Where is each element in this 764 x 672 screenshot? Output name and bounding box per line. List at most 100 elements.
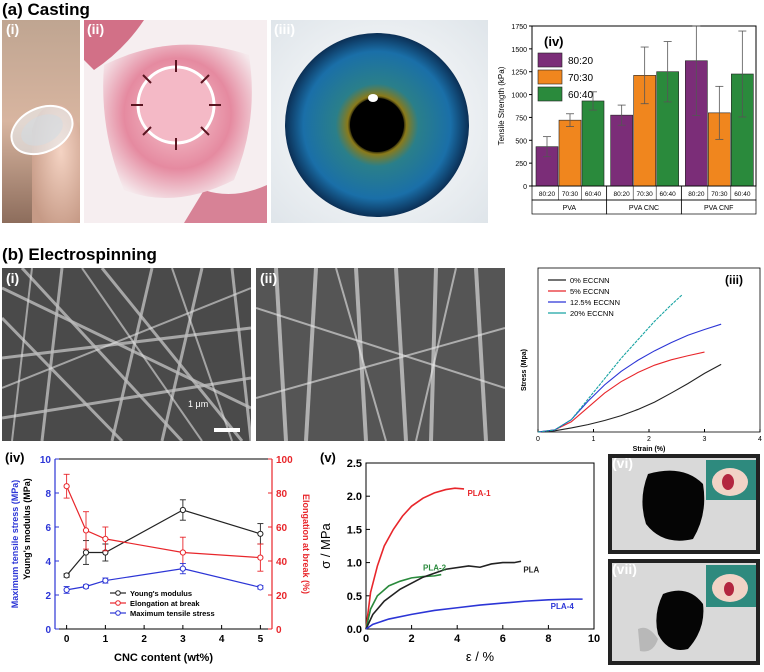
y-right-tick-label: 80 bbox=[276, 489, 288, 500]
panel-label-a-ii: (ii) bbox=[87, 21, 105, 37]
chart-b-v: 0 2 4 6 8 10 0.0 0.5 1.0 1.5 2.0 2.5 ε / % σ / MPa PLA… bbox=[318, 445, 604, 672]
x-tick-label: 1 bbox=[592, 436, 596, 443]
sub-category-label: 80:20 bbox=[688, 191, 705, 198]
photo-sem-fibers-1 bbox=[2, 268, 251, 441]
y-left-tick-label: 2 bbox=[45, 591, 51, 602]
data-point bbox=[63, 572, 70, 579]
panel-label-b-vii: (vii) bbox=[612, 561, 637, 577]
x-tick-label: 0 bbox=[64, 634, 70, 645]
data-point bbox=[257, 584, 264, 591]
legend-label: 60:40 bbox=[568, 90, 593, 101]
sub-category-label: 60:40 bbox=[585, 191, 602, 198]
legend-label: 12.5% ECCNN bbox=[570, 298, 620, 307]
y-tick-label: 2.0 bbox=[347, 491, 362, 503]
group-label: PVA CNC bbox=[629, 205, 659, 212]
data-point bbox=[63, 483, 70, 490]
legend-label: 20% ECCNN bbox=[570, 309, 614, 318]
panel-label-a-iv: (iv) bbox=[544, 34, 564, 49]
panel-label-b-iii: (iii) bbox=[725, 273, 743, 287]
series-line bbox=[365, 560, 522, 630]
y-left-tick-label: 8 bbox=[45, 489, 51, 500]
series-line bbox=[365, 487, 465, 630]
data-point bbox=[179, 506, 186, 514]
y-right-tick-label: 0 bbox=[276, 625, 282, 636]
scale-bar-label: 1 μm bbox=[188, 399, 209, 409]
chart-a-iv: 0 250 500 750 1000 1250 1500 1750 Tensile Streng… bbox=[494, 18, 760, 245]
photo-iris bbox=[271, 20, 488, 223]
data-point bbox=[102, 577, 109, 584]
x-tick-label: 10 bbox=[588, 633, 600, 645]
legend-marker bbox=[115, 600, 121, 606]
data-point bbox=[257, 554, 264, 561]
series-line bbox=[66, 509, 261, 576]
x-axis-label: CNC content (wt%) bbox=[114, 652, 213, 664]
y-left-label-2: Young's modulus (MPa) bbox=[22, 478, 32, 579]
x-tick-label: 4 bbox=[758, 436, 762, 443]
sub-category-label: 60:40 bbox=[660, 191, 677, 198]
series-line bbox=[365, 598, 583, 630]
panel-label-b-ii: (ii) bbox=[260, 270, 278, 286]
x-tick-label: 2 bbox=[647, 436, 651, 443]
section-a-title: (a) Casting bbox=[2, 0, 90, 19]
legend-swatch bbox=[537, 86, 563, 102]
y-tick-label: 250 bbox=[515, 161, 527, 168]
panel-label-b-iv: (iv) bbox=[5, 450, 25, 465]
chart-b-iii: 0 1 2 3 4 Strain (%) Stress (Mpa) 0% ECCNN 5% EC… bbox=[510, 262, 764, 459]
section-b-title: (b) Electrospinning bbox=[2, 245, 157, 264]
y-tick-label: 500 bbox=[515, 138, 527, 145]
y-right-tick-label: 20 bbox=[276, 591, 288, 602]
legend-marker bbox=[115, 610, 121, 616]
x-tick-label: 1 bbox=[103, 634, 109, 645]
legend-label: 80:20 bbox=[568, 56, 593, 67]
panel-label-a-iii: (iii) bbox=[274, 21, 295, 37]
y-right-tick-label: 40 bbox=[276, 557, 288, 568]
series-label: PLA-1 bbox=[467, 489, 491, 498]
sub-category-label: 80:20 bbox=[614, 191, 631, 198]
y-tick-label: 1750 bbox=[511, 24, 527, 31]
panel-label-b-i: (i) bbox=[6, 270, 20, 286]
photo-sem-fibers-2 bbox=[256, 268, 505, 441]
series-line bbox=[537, 294, 683, 433]
series-line bbox=[537, 351, 705, 433]
series-line bbox=[66, 485, 261, 559]
y-tick-label: 1.5 bbox=[347, 524, 362, 536]
y-left-tick-label: 4 bbox=[45, 557, 51, 568]
legend-swatch bbox=[537, 69, 563, 85]
legend-label: 0% ECCNN bbox=[570, 276, 610, 285]
legend-label: 70:30 bbox=[568, 73, 593, 84]
x-tick-label: 4 bbox=[219, 634, 225, 645]
data-point bbox=[63, 586, 70, 593]
y-left-tick-label: 6 bbox=[45, 523, 51, 534]
bar bbox=[558, 119, 582, 187]
x-tick-label: 0 bbox=[363, 633, 369, 645]
legend-label: Maximum tensile stress bbox=[130, 609, 215, 618]
chart-b-v-svg: 0 2 4 6 8 10 0.0 0.5 1.0 1.5 2.0 2.5 ε / % σ / MPa PLA… bbox=[318, 450, 600, 664]
y-tick-label: 0 bbox=[523, 184, 527, 191]
y-tick-label: 2.5 bbox=[347, 458, 362, 470]
y-right-tick-label: 60 bbox=[276, 523, 288, 534]
legend-marker bbox=[115, 590, 121, 596]
legend-label: Young's modulus bbox=[130, 589, 192, 598]
data-point bbox=[82, 527, 90, 534]
x-tick-label: 2 bbox=[409, 633, 415, 645]
data-point bbox=[179, 549, 186, 556]
panel-label-b-v: (v) bbox=[320, 450, 336, 465]
panel-label-a-i: (i) bbox=[6, 21, 20, 37]
sub-category-label: 80:20 bbox=[539, 191, 556, 198]
series-label: PLA bbox=[523, 566, 539, 575]
x-tick-label: 3 bbox=[703, 436, 707, 443]
photo-ct-defect-1 bbox=[608, 454, 760, 554]
y-left-label-1: Maximum tensile stress (MPa) bbox=[10, 480, 20, 609]
photo-ct-defect-2 bbox=[608, 559, 760, 665]
plot-frame bbox=[365, 462, 595, 630]
series-line bbox=[365, 573, 442, 630]
y-tick-label: 1250 bbox=[511, 70, 527, 77]
y-axis-label: σ / MPa bbox=[318, 522, 333, 568]
x-axis-label: ε / % bbox=[466, 649, 495, 664]
x-tick-label: 8 bbox=[545, 633, 551, 645]
photo-contact-lens-finger bbox=[2, 20, 80, 223]
sub-category-label: 70:30 bbox=[562, 191, 579, 198]
y-left-tick-label: 0 bbox=[45, 625, 51, 636]
data-point bbox=[179, 565, 186, 572]
x-tick-label: 5 bbox=[258, 634, 264, 645]
